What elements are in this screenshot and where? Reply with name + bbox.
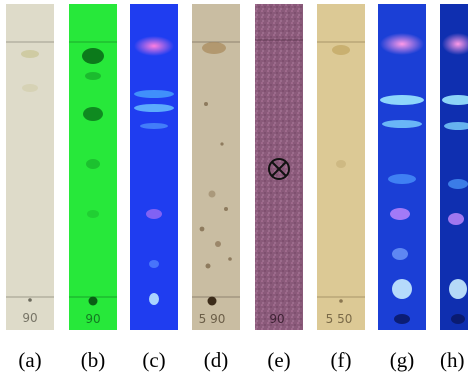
panel-label-h: (h) xyxy=(440,348,465,372)
tlc-plate-f: 5 50 xyxy=(317,4,365,330)
panel-label-g: (g) xyxy=(389,348,415,372)
spot-label-a: 90 xyxy=(22,311,37,325)
tlc-plate-g xyxy=(378,4,426,330)
panel-label-c: (c) xyxy=(142,348,166,372)
tlc-plate-e: 90 xyxy=(255,4,303,330)
tlc-plate-a: 90 xyxy=(6,4,54,330)
tlc-plate-b: 90 xyxy=(69,4,117,330)
panel-label-b: (b) xyxy=(80,348,106,372)
tlc-plate-h xyxy=(440,4,468,330)
panel-label-d: (d) xyxy=(203,348,229,372)
tlc-plate-c xyxy=(130,4,178,330)
spot-label-b: 90 xyxy=(85,312,100,326)
spot-label-f: 5 50 xyxy=(326,312,353,326)
tlc-plate-d: 5 90 xyxy=(192,4,240,330)
spot-label-e: 90 xyxy=(269,312,284,326)
spot-label-d: 5 90 xyxy=(199,312,226,326)
panel-label-e: (e) xyxy=(267,348,291,372)
panel-label-a: (a) xyxy=(18,348,42,372)
panel-label-f: (f) xyxy=(330,348,352,372)
